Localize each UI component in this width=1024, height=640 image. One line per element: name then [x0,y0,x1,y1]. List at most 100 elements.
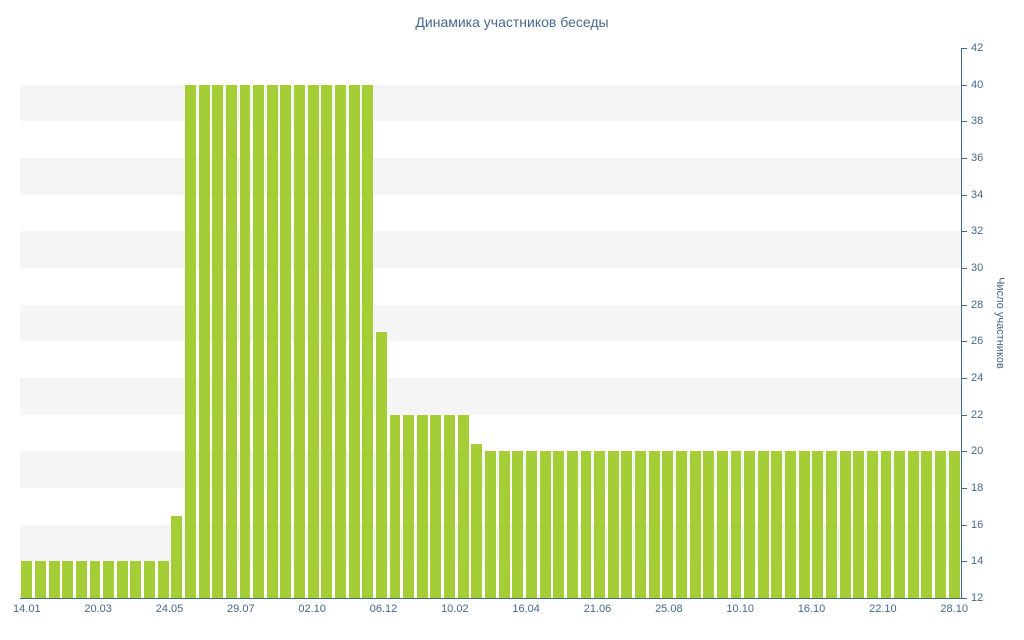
bar [689,451,701,598]
x-tick-label: 29.07 [227,603,255,615]
bar [730,451,742,598]
y-tick-label: 34 [971,188,984,201]
y-tick-mark [962,378,967,379]
x-axis-labels: 14.01 20.03 24.05 29.07 02.10 06.12 10.02 16.04… [13,603,968,619]
bar [171,515,183,598]
bar [853,451,865,598]
bar [375,332,387,598]
bar [757,451,769,598]
bar [675,451,687,598]
y-tick-mark [962,231,967,233]
bar [471,444,483,598]
bar [185,84,196,598]
bar [198,84,210,598]
bar [48,561,60,598]
x-axis-line [20,598,962,599]
bar [89,561,101,598]
bar [744,451,756,598]
bar [880,451,892,598]
y-tick-label: 24 [971,372,984,384]
bar [839,451,851,598]
bar [321,84,333,598]
bar [594,451,606,598]
bar [703,451,715,598]
y-tick-label: 26 [971,335,984,348]
bar [444,414,456,598]
y-tick-mark [962,341,967,343]
bar [798,451,810,598]
bar [635,451,646,598]
grid-band [20,158,961,195]
bar [430,414,442,598]
bar [907,451,919,598]
x-tick-label: 28.10 [940,603,968,615]
y-tick-label: 38 [971,115,984,128]
y-tick-label: 42 [971,42,984,54]
y-tick-mark [962,524,967,526]
bar [948,451,960,598]
bar [485,451,496,598]
bar [212,84,224,598]
bars-container [20,48,961,598]
bar [539,451,551,598]
y-tick-mark [962,158,967,159]
y-tick-mark [962,561,967,563]
bar [607,451,619,598]
bar [403,414,415,598]
bar [866,451,878,598]
y-tick-mark [962,451,967,453]
x-tick-label: 22.10 [869,603,897,615]
bar [416,414,428,598]
grid-band [20,231,961,268]
bar [75,561,87,598]
bar [498,451,510,598]
bar [921,451,933,598]
grid-band [20,304,961,342]
bar [35,561,46,598]
bar [825,451,837,598]
bar [130,561,142,598]
y-tick-label: 40 [971,78,984,91]
y-tick-label: 18 [971,482,984,494]
bar [457,414,469,598]
y-tick-mark [962,488,967,489]
chart-title: Динамика участников беседы [415,14,609,30]
y-tick-label: 12 [971,592,984,604]
y-axis-line [961,48,962,599]
bar [621,451,633,598]
y-tick-label: 16 [971,518,984,531]
y-tick-label: 28 [971,298,984,311]
y-tick-mark [962,598,967,599]
y-tick-mark [962,414,967,416]
bar [225,84,237,598]
x-tick-label: 06.12 [369,603,398,615]
bar [362,84,374,598]
bar [512,451,524,598]
bar [662,451,674,598]
y-tick-mark [962,268,967,269]
bar [157,561,169,598]
bar [103,561,115,598]
y-tick-mark [962,194,967,196]
x-tick-label: 16.04 [512,603,540,615]
x-tick-label: 02.10 [298,603,326,615]
x-tick-label: 10.10 [726,603,754,615]
bar [294,84,306,598]
x-tick-label: 25.08 [655,603,683,615]
y-tick-label: 36 [971,152,984,164]
x-tick-label: 14.01 [13,603,41,615]
bar [553,451,565,598]
bar [144,561,155,598]
x-tick-label: 10.02 [441,603,469,615]
y-tick-mark [962,304,967,306]
y-tick-label: 20 [971,445,984,458]
grid-band [20,378,961,415]
bar [771,451,783,598]
bar [785,451,796,598]
y-tick-mark [962,48,967,49]
x-tick-label: 20.03 [84,603,112,615]
bar [21,561,33,598]
x-tick-label: 24.05 [155,603,184,615]
y-axis-title: Число участников [994,277,1006,369]
bar [239,84,251,598]
